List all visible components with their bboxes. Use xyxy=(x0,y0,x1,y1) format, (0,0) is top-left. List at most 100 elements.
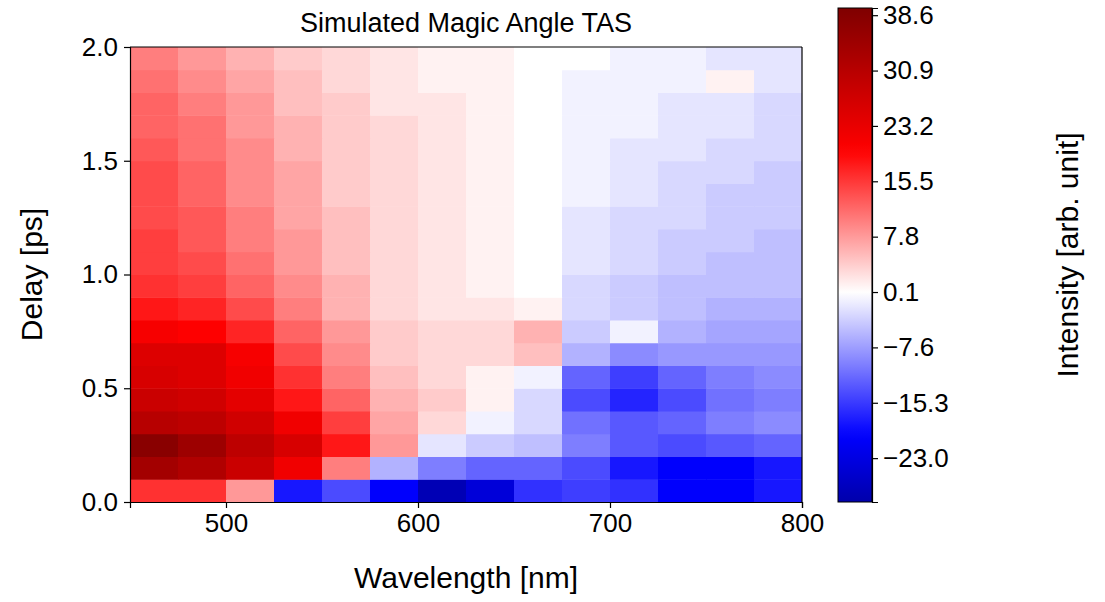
heatmap-cell xyxy=(418,93,467,116)
heatmap-cell xyxy=(562,229,611,252)
tick: 0.5 xyxy=(82,373,130,403)
heatmap-cell xyxy=(754,138,802,161)
heatmap-cell xyxy=(754,252,802,275)
heatmap-cell xyxy=(418,343,467,366)
tick-label: 500 xyxy=(205,508,248,538)
heatmap-cell xyxy=(610,138,659,161)
heatmap-cell xyxy=(658,411,707,434)
colorbar xyxy=(838,8,872,502)
heatmap-cell xyxy=(322,297,371,320)
heatmap-cell xyxy=(226,138,275,161)
tick: 700 xyxy=(589,502,632,538)
heatmap-cell xyxy=(274,275,323,298)
heatmap-cell xyxy=(178,70,227,93)
heatmap-cell xyxy=(226,320,275,343)
heatmap-cell xyxy=(754,320,802,343)
tick-label: −23.0 xyxy=(883,443,949,473)
heatmap-cell xyxy=(418,70,467,93)
heatmap-cell xyxy=(610,206,659,229)
heatmap-cell xyxy=(418,184,467,207)
heatmap-cell xyxy=(514,115,563,138)
heatmap-cell xyxy=(322,457,371,480)
heatmap-cell xyxy=(754,343,802,366)
heatmap-cell xyxy=(610,366,659,389)
heatmap-cell xyxy=(610,70,659,93)
heatmap-cell xyxy=(226,70,275,93)
tick: 1.0 xyxy=(82,259,130,289)
heatmap-cell xyxy=(514,184,563,207)
heatmap-cell xyxy=(610,229,659,252)
heatmap-cell xyxy=(562,479,611,502)
heatmap-cell xyxy=(658,388,707,411)
heatmap-cell xyxy=(274,229,323,252)
heatmap-cell xyxy=(226,93,275,116)
heatmap-cell xyxy=(466,138,515,161)
heatmap-cell xyxy=(370,161,419,184)
heatmap-cell xyxy=(130,275,179,298)
heatmap-cell xyxy=(706,320,755,343)
heatmap-cell xyxy=(418,366,467,389)
heatmap-cell xyxy=(754,388,802,411)
heatmap-cell xyxy=(322,366,371,389)
heatmap-cell xyxy=(610,47,659,70)
heatmap-cell xyxy=(178,457,227,480)
heatmap-cell xyxy=(274,388,323,411)
heatmap-cell xyxy=(610,388,659,411)
heatmap-cell xyxy=(322,138,371,161)
tick: 500 xyxy=(205,502,248,538)
tick: −23.0 xyxy=(872,443,949,473)
heatmap-cell xyxy=(466,366,515,389)
heatmap-cell xyxy=(658,229,707,252)
heatmap-cell xyxy=(418,161,467,184)
heatmap-cell xyxy=(370,275,419,298)
heatmap-cell xyxy=(754,93,802,116)
heatmap-cell xyxy=(130,411,179,434)
heatmap-cell xyxy=(658,343,707,366)
heatmap-cell xyxy=(130,70,179,93)
tick: 600 xyxy=(397,502,440,538)
tick-label: 800 xyxy=(781,508,824,538)
axis-line xyxy=(124,48,131,503)
heatmap-cell xyxy=(466,93,515,116)
heatmap-cell xyxy=(706,343,755,366)
heatmap-cell xyxy=(610,434,659,457)
heatmap-cell xyxy=(322,320,371,343)
heatmap-cell xyxy=(418,320,467,343)
heatmap-cell xyxy=(466,252,515,275)
heatmap-cell xyxy=(658,138,707,161)
heatmap-cell xyxy=(322,115,371,138)
tick-mark xyxy=(872,292,878,293)
heatmap-cell xyxy=(658,161,707,184)
heatmap-cell xyxy=(658,434,707,457)
tick-label: 0.0 xyxy=(82,487,118,517)
heatmap-cell xyxy=(274,70,323,93)
heatmap-cell xyxy=(178,47,227,70)
heatmap-cell xyxy=(130,320,179,343)
heatmap-cell xyxy=(658,206,707,229)
heatmap-cell xyxy=(130,115,179,138)
heatmap-cell xyxy=(754,47,802,70)
x-axis: 500 600 700 800 xyxy=(131,502,825,538)
heatmap-cell xyxy=(130,457,179,480)
heatmap-cell xyxy=(274,161,323,184)
tick-mark xyxy=(802,502,803,508)
heatmap-cell xyxy=(562,411,611,434)
heatmap-cell xyxy=(658,457,707,480)
colorbar-title: Intensity [arb. unit] xyxy=(1051,132,1084,377)
heatmap-cell xyxy=(226,434,275,457)
heatmap-cell xyxy=(418,388,467,411)
heatmap-cell xyxy=(322,343,371,366)
tick: 0.1 xyxy=(872,277,919,307)
heatmap-cell xyxy=(562,93,611,116)
heatmap-cell xyxy=(274,343,323,366)
heatmap-cell xyxy=(754,411,802,434)
heatmap-cell xyxy=(562,184,611,207)
heatmap-cell xyxy=(754,70,802,93)
tick-label: 15.5 xyxy=(883,166,934,196)
heatmap-cell xyxy=(178,366,227,389)
heatmap-cell xyxy=(466,388,515,411)
heatmap-cell xyxy=(274,479,323,502)
heatmap-cell xyxy=(610,275,659,298)
heatmap-cell xyxy=(514,229,563,252)
heatmap-cell xyxy=(274,366,323,389)
